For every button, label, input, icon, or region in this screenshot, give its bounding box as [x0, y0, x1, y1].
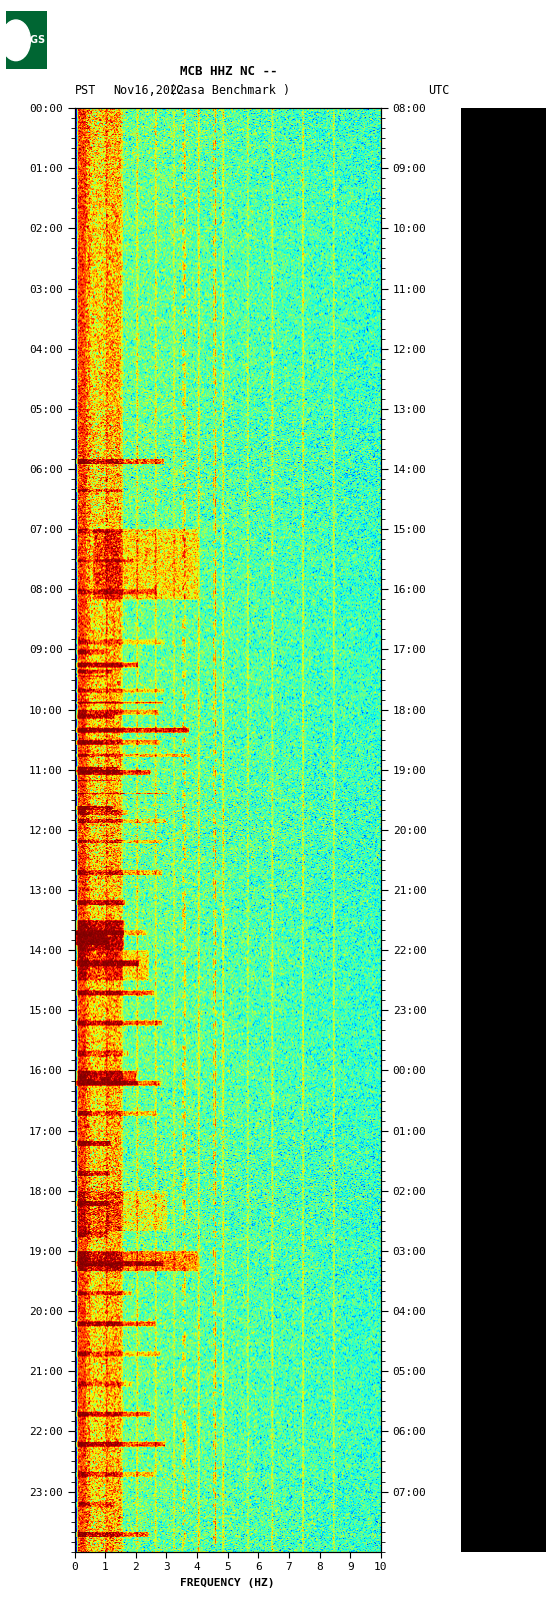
Text: Nov16,2022: Nov16,2022: [113, 84, 184, 97]
X-axis label: FREQUENCY (HZ): FREQUENCY (HZ): [181, 1578, 275, 1587]
Text: PST: PST: [75, 84, 96, 97]
Text: UTC: UTC: [428, 84, 449, 97]
Text: MCB HHZ NC --: MCB HHZ NC --: [181, 65, 278, 77]
Text: USGS: USGS: [15, 35, 45, 45]
Circle shape: [2, 19, 30, 61]
Text: (Casa Benchmark ): (Casa Benchmark ): [168, 84, 290, 97]
